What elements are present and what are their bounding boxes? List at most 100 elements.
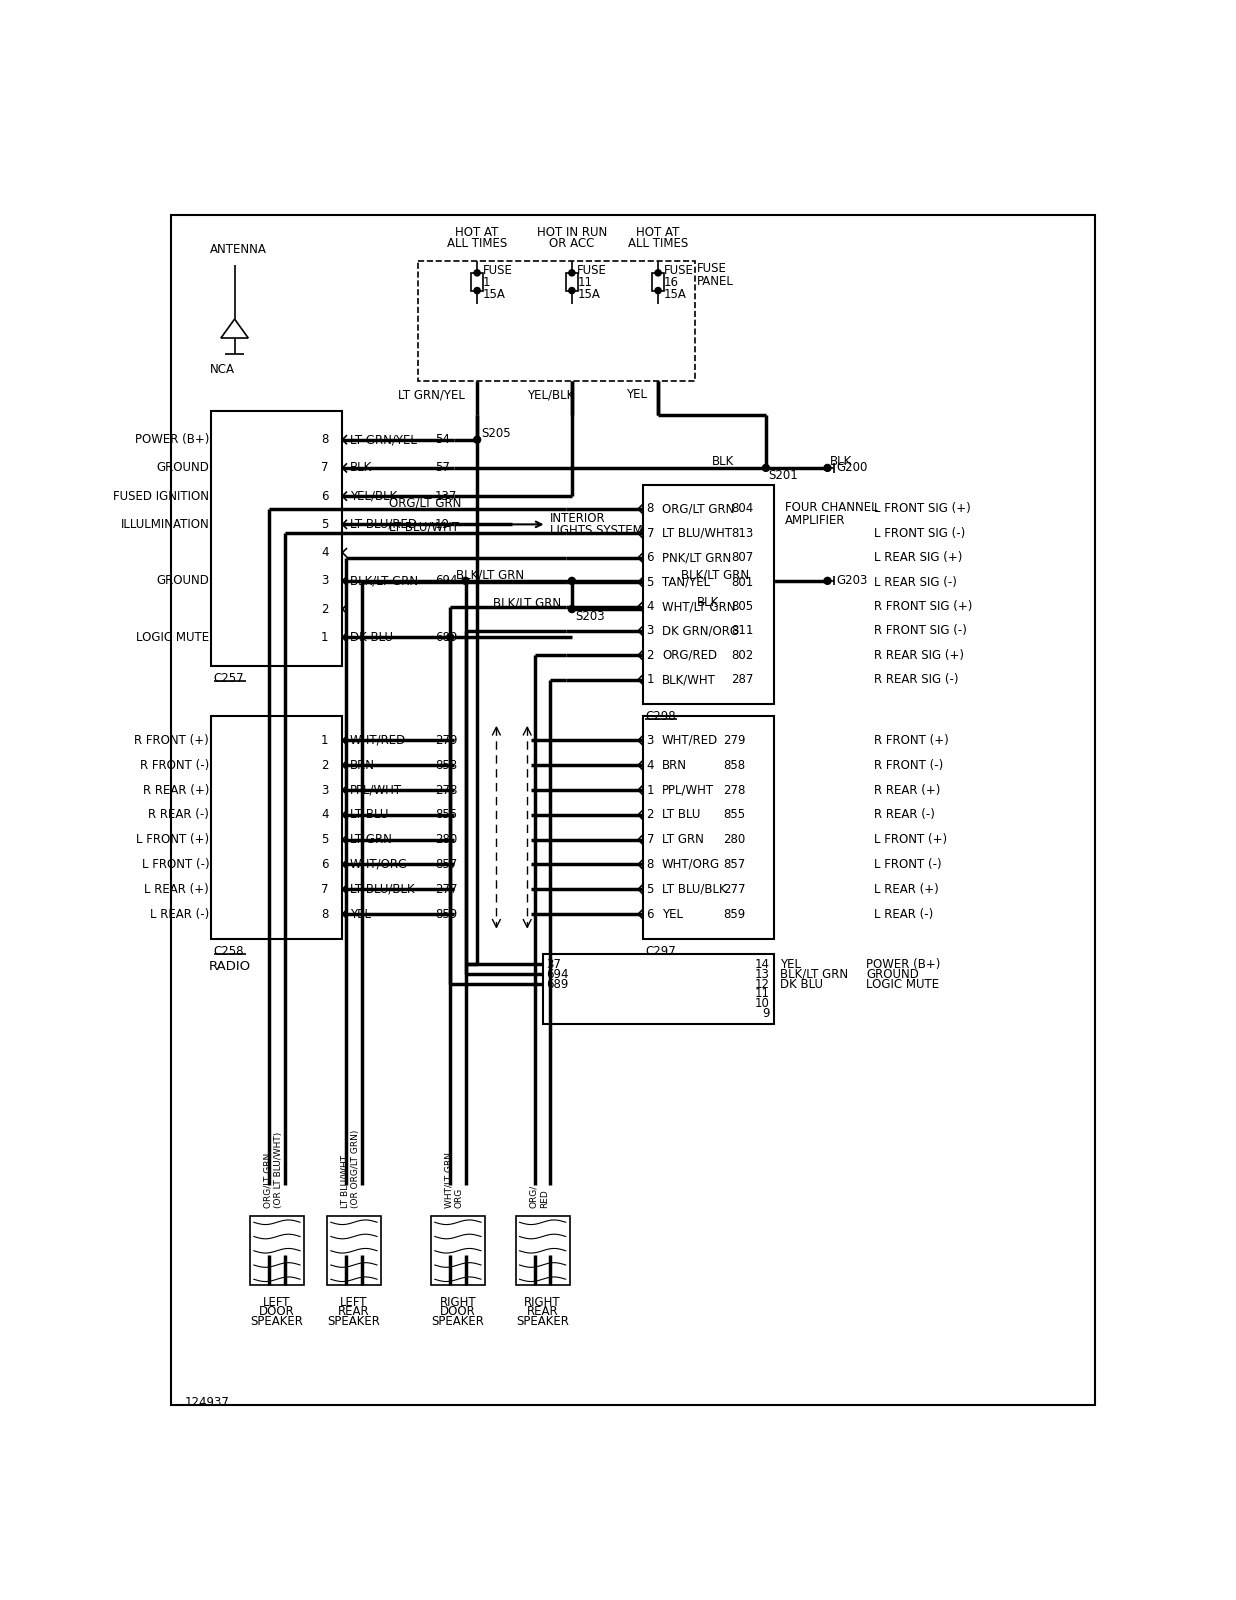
Text: R REAR (-): R REAR (-) (874, 808, 934, 821)
Text: RED: RED (540, 1190, 549, 1208)
Text: 857: 857 (435, 858, 457, 870)
Text: 805: 805 (732, 600, 754, 613)
Bar (643, 485, 774, 704)
Text: BLK: BLK (697, 597, 719, 610)
Text: 8: 8 (321, 434, 329, 446)
Text: 8: 8 (646, 858, 654, 870)
Text: 57: 57 (435, 461, 450, 475)
Text: L FRONT SIG (+): L FRONT SIG (+) (874, 502, 970, 515)
Text: DK BLU: DK BLU (780, 978, 823, 990)
Text: G200: G200 (837, 461, 868, 475)
Text: 813: 813 (732, 526, 754, 539)
Text: 2: 2 (646, 648, 654, 662)
Text: 4: 4 (321, 546, 329, 558)
Text: R FRONT (+): R FRONT (+) (135, 734, 209, 747)
Text: YEL: YEL (350, 907, 371, 920)
Text: ORG: ORG (455, 1189, 464, 1208)
Bar (211, 715, 342, 939)
Text: LT BLU/WHT: LT BLU/WHT (662, 526, 732, 539)
Text: BLK/LT GRN: BLK/LT GRN (780, 968, 848, 981)
Text: L REAR (-): L REAR (-) (874, 907, 933, 920)
Text: 9: 9 (763, 1008, 770, 1021)
Text: 1: 1 (321, 734, 329, 747)
Text: 14: 14 (755, 958, 770, 971)
Text: BLK: BLK (350, 461, 372, 475)
Text: PPL/WHT: PPL/WHT (662, 784, 714, 797)
Bar (418, 261, 695, 381)
Text: 4: 4 (321, 808, 329, 821)
Text: 13: 13 (755, 968, 770, 981)
Bar (250, 1216, 304, 1285)
Bar (328, 1216, 381, 1285)
Text: FUSED IGNITION: FUSED IGNITION (114, 490, 209, 502)
Text: LT GRN: LT GRN (350, 834, 392, 846)
Text: R FRONT (-): R FRONT (-) (874, 758, 943, 771)
Text: LT BLU/BLK: LT BLU/BLK (662, 883, 727, 896)
Text: PPL/WHT: PPL/WHT (350, 784, 402, 797)
Circle shape (569, 270, 575, 275)
Text: L REAR (-): L REAR (-) (150, 907, 209, 920)
Text: SPEAKER: SPEAKER (517, 1315, 569, 1328)
Text: SPEAKER: SPEAKER (251, 1315, 303, 1328)
Text: 137: 137 (435, 490, 457, 502)
Bar (643, 715, 774, 939)
Text: 278: 278 (723, 784, 745, 797)
Text: 8: 8 (646, 502, 654, 515)
Text: RIGHT: RIGHT (440, 1296, 476, 1309)
Text: 2: 2 (321, 758, 329, 771)
Text: C258: C258 (214, 946, 245, 958)
Bar (651, 274, 664, 291)
Text: 3: 3 (321, 574, 329, 587)
Text: FUSE: FUSE (482, 264, 513, 277)
Text: WHT/LT GRN: WHT/LT GRN (662, 600, 735, 613)
Text: ALL TIMES: ALL TIMES (628, 237, 688, 250)
Text: 802: 802 (732, 648, 754, 662)
Text: 280: 280 (435, 834, 457, 846)
Text: BLK/WHT: BLK/WHT (662, 674, 716, 686)
Circle shape (655, 288, 661, 294)
Text: 54: 54 (435, 434, 450, 446)
Text: 801: 801 (732, 576, 754, 589)
Text: 859: 859 (723, 907, 745, 920)
Text: 11: 11 (755, 987, 770, 1000)
Text: RIGHT: RIGHT (524, 1296, 561, 1309)
Text: 287: 287 (732, 674, 754, 686)
Text: SPEAKER: SPEAKER (431, 1315, 485, 1328)
Circle shape (462, 578, 468, 584)
Text: BLK/LT GRN: BLK/LT GRN (456, 568, 524, 581)
Text: LT GRN/YEL: LT GRN/YEL (398, 389, 465, 402)
Text: DOOR: DOOR (260, 1306, 295, 1318)
Text: 1: 1 (646, 674, 654, 686)
Text: S205: S205 (481, 427, 510, 440)
Text: L REAR (+): L REAR (+) (145, 883, 209, 896)
Text: 15A: 15A (664, 288, 686, 301)
Text: L FRONT (-): L FRONT (-) (874, 858, 942, 870)
Text: LT GRN: LT GRN (662, 834, 703, 846)
Text: 12: 12 (755, 978, 770, 990)
Text: 10: 10 (755, 997, 770, 1010)
Text: 37: 37 (546, 958, 561, 971)
Text: 7: 7 (321, 461, 329, 475)
Text: 5: 5 (646, 883, 654, 896)
Circle shape (824, 464, 831, 472)
Text: S201: S201 (769, 469, 798, 482)
Text: 5: 5 (646, 576, 654, 589)
Circle shape (473, 437, 481, 443)
Text: YEL: YEL (625, 389, 646, 402)
Text: FUSE: FUSE (697, 262, 727, 275)
Text: 3: 3 (646, 624, 654, 637)
Text: L FRONT (-): L FRONT (-) (142, 858, 209, 870)
Text: 11: 11 (577, 275, 592, 288)
Text: L FRONT (+): L FRONT (+) (874, 834, 947, 846)
Text: BLK/LT GRN: BLK/LT GRN (681, 568, 749, 581)
Text: 277: 277 (723, 883, 747, 896)
Text: WHT/RED: WHT/RED (662, 734, 718, 747)
Text: 1: 1 (646, 784, 654, 797)
Text: 804: 804 (732, 502, 754, 515)
Text: (OR LT BLU/WHT): (OR LT BLU/WHT) (274, 1133, 283, 1208)
Text: 6: 6 (321, 490, 329, 502)
Text: BLK: BLK (829, 456, 852, 469)
Text: LT GRN/YEL: LT GRN/YEL (350, 434, 417, 446)
Text: 811: 811 (732, 624, 754, 637)
Text: 19: 19 (435, 518, 450, 531)
